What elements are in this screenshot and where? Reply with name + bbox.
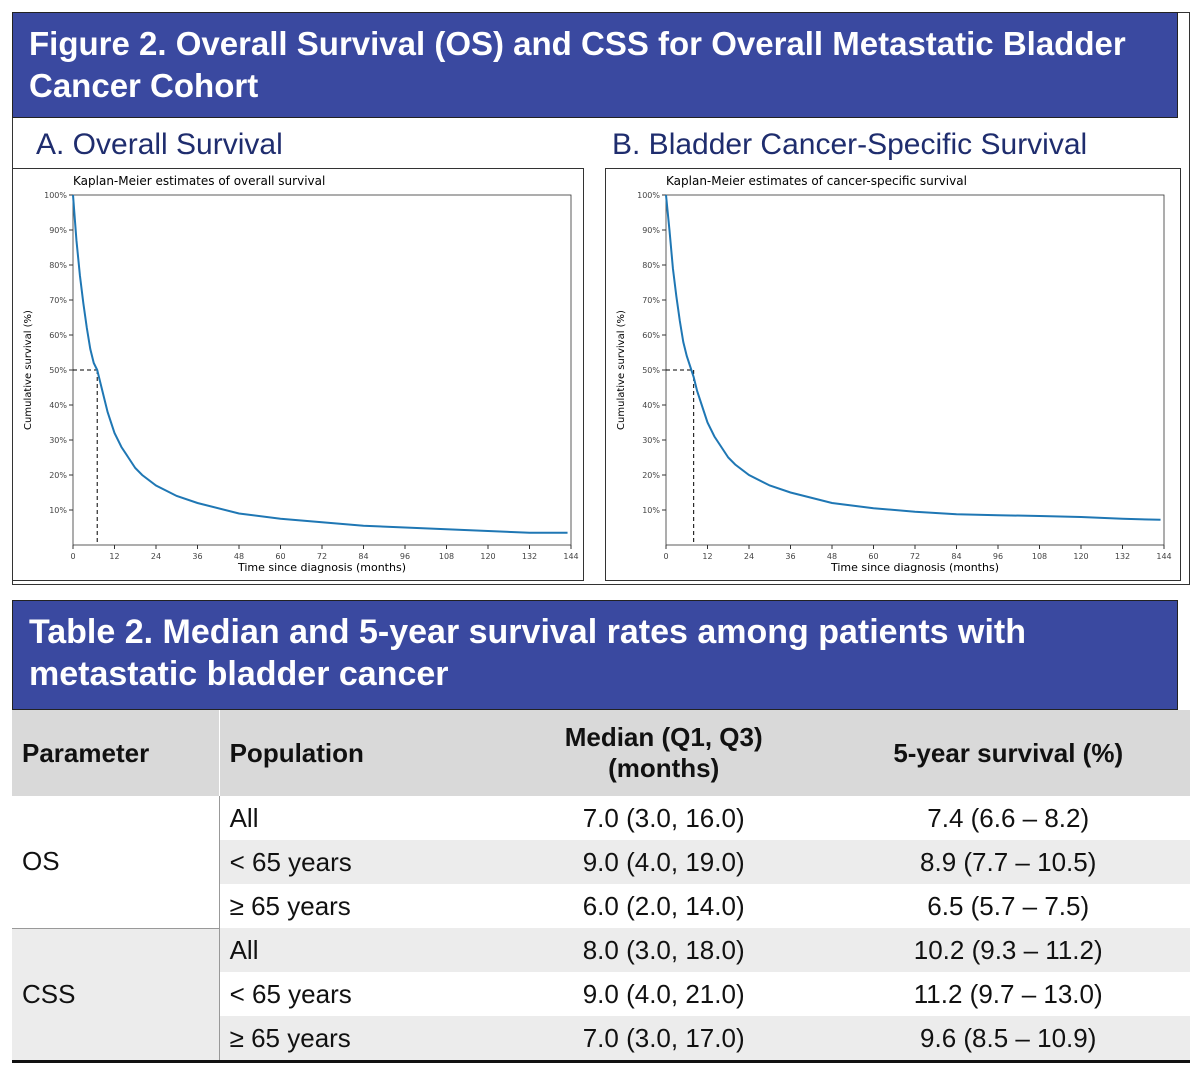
header-cell: Population — [219, 710, 501, 796]
y-axis-label: Cumulative survival (%) — [23, 310, 34, 430]
table-cell: < 65 years — [219, 840, 501, 884]
y-tick-label: 40% — [642, 401, 660, 410]
x-tick-label: 48 — [827, 552, 837, 561]
x-tick-label: 60 — [275, 552, 285, 561]
table-row: ≥ 65 years 6.0 (2.0, 14.0) 6.5 (5.7 – 7.5) — [12, 884, 1190, 928]
table-cell: 7.4 (6.6 – 8.2) — [927, 802, 1090, 833]
y-tick-label: 50% — [642, 366, 660, 375]
x-tick-label: 84 — [358, 552, 368, 561]
x-tick-label: 48 — [234, 552, 244, 561]
x-tick-label: 144 — [1156, 552, 1171, 561]
survival-curve — [72, 194, 568, 534]
y-tick-label: 70% — [642, 296, 660, 305]
y-tick-label: 60% — [49, 331, 67, 340]
y-tick-label: 60% — [642, 331, 660, 340]
table-cell: 8.9 (7.7 – 10.5) — [826, 840, 1190, 884]
table-cell: 9.6 (8.5 – 10.9) — [826, 1016, 1190, 1062]
table-row: ≥ 65 years 7.0 (3.0, 17.0) 9.6 (8.5 – 10.9… — [12, 1016, 1190, 1062]
table-cell: 8.0 (3.0, 18.0) — [500, 928, 827, 972]
table-cell: All — [229, 802, 259, 833]
table-cell: 7.0 (3.0, 17.0) — [500, 1016, 827, 1062]
panel-title: B. Bladder Cancer-Specific Survival — [612, 128, 1088, 161]
y-tick-label: 20% — [642, 471, 660, 480]
header-cell: Median (Q1, Q3) (months) — [500, 710, 827, 796]
x-tick-label: 108 — [439, 552, 454, 561]
x-tick-label: 12 — [702, 552, 712, 561]
table-cell: 6.0 (2.0, 14.0) — [582, 890, 745, 921]
header-cell: 5-year survival (%) — [826, 710, 1190, 796]
table-cell: 6.5 (5.7 – 7.5) — [927, 890, 1090, 921]
plot-frame — [665, 194, 1165, 546]
x-tick-label: 120 — [480, 552, 495, 561]
y-tick-label: 20% — [49, 471, 67, 480]
x-tick-label: 96 — [993, 552, 1003, 561]
plot-frame — [72, 194, 572, 546]
figure-title: Figure 2. Overall Survival (OS) and CSS … — [12, 12, 1178, 118]
y-tick-label: 50% — [49, 366, 67, 375]
table-row: OS All 7.0 (3.0, 16.0) 7.4 (6.6 – 8.2) — [12, 796, 1190, 928]
x-tick-label: 24 — [151, 552, 161, 561]
x-tick-label: 132 — [1115, 552, 1130, 561]
y-tick-label: 80% — [642, 261, 660, 270]
x-tick-label: 132 — [522, 552, 537, 561]
table-title: Table 2. Median and 5-year survival rate… — [12, 600, 1178, 710]
chart: Kaplan-Meier estimates of cancer-specifi… — [605, 168, 1181, 581]
x-tick-label: 96 — [400, 552, 410, 561]
x-tick-label: 72 — [910, 552, 920, 561]
panel-title: A. Overall Survival — [36, 128, 283, 161]
y-tick-label: 10% — [642, 506, 660, 515]
x-tick-label: 84 — [951, 552, 961, 561]
table-cell: 9.0 (4.0, 21.0) — [582, 978, 745, 1009]
parameter-cell: CSS — [12, 927, 220, 1062]
x-tick-label: 144 — [563, 552, 578, 561]
table-row: < 65 years 9.0 (4.0, 19.0) 8.9 (7.7 – 10.5… — [12, 840, 1190, 884]
y-tick-label: 90% — [49, 226, 67, 235]
y-tick-label: 30% — [49, 436, 67, 445]
x-tick-label: 120 — [1073, 552, 1088, 561]
y-tick-label: 100% — [44, 191, 67, 200]
x-tick-label: 108 — [1032, 552, 1047, 561]
table-cell: 9.0 (4.0, 19.0) — [500, 840, 827, 884]
table-row: < 65 years 9.0 (4.0, 21.0) 11.2 (9.7 – 13.… — [12, 972, 1190, 1016]
table-row: CSS All 8.0 (3.0, 18.0) 10.2 (9.3 – 11.2) — [12, 927, 1190, 1062]
header-cell: Parameter — [12, 710, 220, 796]
table-cell: 7.0 (3.0, 16.0) — [582, 802, 745, 833]
table-cell: ≥ 65 years — [229, 890, 351, 921]
y-axis-label: Cumulative survival (%) — [616, 310, 627, 430]
y-tick-label: 70% — [49, 296, 67, 305]
survival-curve — [665, 194, 1161, 521]
x-tick-label: 72 — [317, 552, 327, 561]
table-cell: 10.2 (9.3 – 11.2) — [826, 928, 1190, 972]
x-axis-label: Time since diagnosis (months) — [237, 561, 406, 574]
x-tick-label: 0 — [663, 552, 668, 561]
table-cell: ≥ 65 years — [219, 1016, 501, 1062]
x-tick-label: 24 — [744, 552, 754, 561]
table-cell: All — [219, 928, 501, 972]
x-axis-label: Time since diagnosis (months) — [830, 561, 999, 574]
x-tick-label: 12 — [109, 552, 119, 561]
x-tick-label: 60 — [868, 552, 878, 561]
table-cell: 11.2 (9.7 – 13.0) — [913, 978, 1103, 1009]
y-tick-label: 30% — [642, 436, 660, 445]
parameter-cell: OS — [12, 796, 220, 928]
y-tick-label: 10% — [49, 506, 67, 515]
chart: Kaplan-Meier estimates of overall surviv… — [12, 168, 584, 581]
y-tick-label: 40% — [49, 401, 67, 410]
header-row: Parameter Population Median (Q1, Q3) (mont… — [12, 710, 1190, 796]
y-tick-label: 80% — [49, 261, 67, 270]
chart-title: Kaplan-Meier estimates of overall surviv… — [73, 174, 325, 188]
x-tick-label: 36 — [785, 552, 795, 561]
y-tick-label: 100% — [637, 191, 660, 200]
x-tick-label: 0 — [70, 552, 75, 561]
y-tick-label: 90% — [642, 226, 660, 235]
x-tick-label: 36 — [192, 552, 202, 561]
table-cell: < 65 years — [229, 978, 352, 1009]
chart-title: Kaplan-Meier estimates of cancer-specifi… — [666, 174, 967, 188]
table: Parameter Population Median (Q1, Q3) (mont… — [12, 710, 1190, 1063]
